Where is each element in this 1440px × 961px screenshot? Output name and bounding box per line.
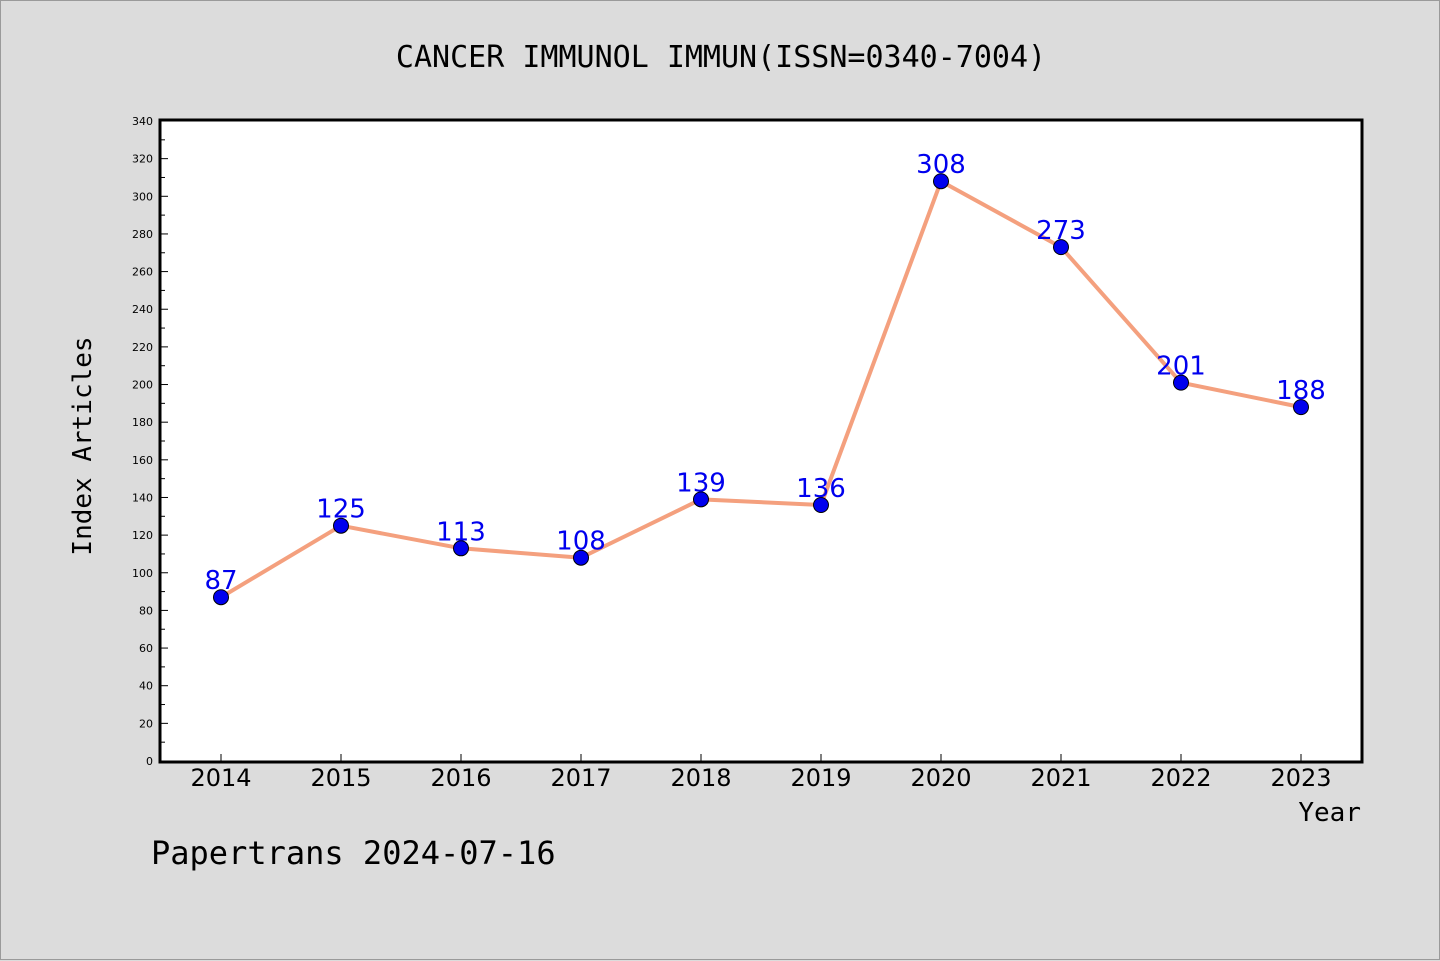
data-point bbox=[813, 497, 829, 513]
data-point bbox=[333, 517, 349, 534]
y-tick-label: 100 bbox=[132, 567, 153, 580]
x-tick-label: 2015 bbox=[310, 764, 371, 792]
y-tick-label: 160 bbox=[132, 454, 153, 467]
data-point bbox=[453, 540, 469, 557]
data-label: 273 bbox=[1036, 216, 1086, 246]
footer-watermark: Papertrans 2024-07-16 bbox=[151, 834, 556, 872]
series-layer: 87 125 113 108 139 136 308 273 201 188 bbox=[204, 150, 1326, 606]
y-tick-label: 140 bbox=[132, 491, 153, 504]
chart-title: CANCER IMMUNOL IMMUN(ISSN=0340-7004) bbox=[396, 40, 1046, 75]
data-label: 136 bbox=[796, 474, 846, 504]
x-tick-label: 2018 bbox=[670, 764, 731, 792]
y-tick-label: 240 bbox=[132, 303, 153, 316]
data-label: 108 bbox=[556, 527, 606, 557]
data-point bbox=[1053, 239, 1069, 256]
data-label: 308 bbox=[916, 150, 966, 180]
plot-area bbox=[158, 118, 1364, 764]
y-tick-label: 60 bbox=[139, 642, 153, 655]
x-tick-label: 2017 bbox=[550, 764, 611, 792]
y-tick-label: 0 bbox=[146, 755, 153, 768]
y-tick-label: 340 bbox=[132, 115, 153, 128]
y-tick-label: 260 bbox=[132, 266, 153, 279]
data-label: 113 bbox=[436, 517, 486, 547]
data-label: 125 bbox=[316, 495, 366, 525]
y-tick-label: 80 bbox=[139, 604, 153, 617]
data-point bbox=[213, 589, 229, 606]
y-tick-label: 300 bbox=[132, 190, 153, 203]
x-tick-label: 2022 bbox=[1150, 764, 1211, 792]
y-tick-label: 200 bbox=[132, 379, 153, 392]
x-tick-label: 2021 bbox=[1030, 764, 1091, 792]
data-point bbox=[573, 549, 589, 566]
x-tick-label: 2023 bbox=[1270, 764, 1331, 792]
data-point bbox=[1293, 399, 1309, 416]
y-tick-label: 180 bbox=[132, 416, 153, 429]
x-tick-label: 2016 bbox=[430, 764, 491, 792]
data-label: 139 bbox=[676, 468, 726, 498]
x-axis-label: Year bbox=[1298, 798, 1361, 828]
y-tick-label: 20 bbox=[139, 717, 153, 730]
y-tick-label: 320 bbox=[132, 153, 153, 166]
data-label: 201 bbox=[1156, 352, 1206, 382]
x-axis: 2014 2015 2016 2017 2018 2019 2020 2021 2022 2023 bbox=[190, 754, 1332, 792]
y-tick-label: 120 bbox=[132, 529, 153, 542]
data-label: 87 bbox=[204, 566, 237, 596]
x-tick-label: 2020 bbox=[910, 764, 971, 792]
x-tick-label: 2019 bbox=[790, 764, 851, 792]
data-point bbox=[1173, 374, 1189, 391]
y-axis: 0 20 40 60 80 100 120 140 160 180 200 220 240 260 280 3… bbox=[132, 115, 168, 768]
data-point bbox=[693, 491, 709, 508]
x-tick-label: 2014 bbox=[190, 764, 251, 792]
y-tick-label: 220 bbox=[132, 341, 153, 354]
y-axis-label: Index Articles bbox=[68, 336, 98, 555]
y-tick-label: 280 bbox=[132, 228, 153, 241]
series-line bbox=[219, 179, 1302, 599]
y-tick-label: 40 bbox=[139, 680, 153, 693]
data-point bbox=[933, 173, 949, 190]
data-label: 188 bbox=[1276, 376, 1326, 406]
